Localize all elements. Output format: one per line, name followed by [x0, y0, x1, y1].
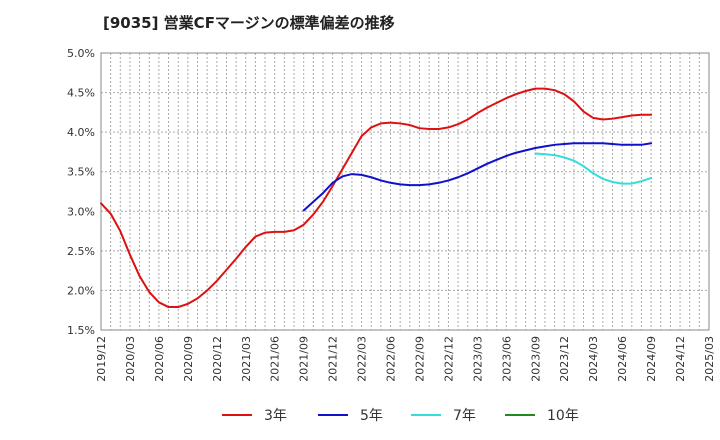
series-line-0	[100, 87, 653, 309]
x-tick-label: 2020/03	[124, 336, 137, 382]
y-tick-label: 1.5%	[67, 324, 95, 337]
x-tick-label: 2019/12	[95, 336, 108, 382]
x-tick-label: 2021/12	[327, 336, 340, 382]
y-tick-label: 4.5%	[67, 87, 95, 100]
series-line-2	[534, 152, 653, 185]
y-tick-label: 2.0%	[67, 284, 95, 297]
x-tick-label: 2025/03	[703, 336, 716, 382]
x-tick-label: 2020/09	[182, 336, 195, 382]
legend: 3年 5年 7年 10年	[222, 408, 579, 424]
legend-label-2: 7年	[453, 408, 476, 424]
y-axis: 1.5% 2.0% 2.5% 3.0% 3.5% 4.0% 4.5% 5.0%	[67, 47, 95, 337]
y-tick-label: 5.0%	[67, 47, 95, 60]
series-line-1	[302, 142, 653, 212]
x-tick-label: 2020/12	[211, 336, 224, 382]
x-tick-label: 2021/03	[240, 336, 253, 382]
plot-background	[101, 53, 709, 330]
x-tick-label: 2024/09	[645, 336, 658, 382]
x-tick-label: 2021/06	[269, 336, 282, 382]
chart-title: [9035] 営業CFマージンの標準偏差の推移	[103, 14, 395, 32]
x-tick-label: 2021/09	[298, 336, 311, 382]
y-tick-label: 4.0%	[67, 126, 95, 139]
x-axis: 2019/12 2020/03 2020/06 2020/09 2020/12 2021/…	[95, 336, 716, 382]
legend-label-3: 10年	[547, 408, 579, 424]
y-tick-label: 3.5%	[67, 166, 95, 179]
x-tick-label: 2023/06	[500, 336, 513, 382]
x-tick-label: 2024/12	[674, 336, 687, 382]
y-tick-label: 2.5%	[67, 245, 95, 258]
legend-label-1: 5年	[360, 408, 383, 424]
legend-label-0: 3年	[264, 408, 287, 424]
x-tick-label: 2022/03	[356, 336, 369, 382]
x-tick-label: 2024/03	[587, 336, 600, 382]
x-tick-label: 2020/06	[153, 336, 166, 382]
x-tick-label: 2023/03	[471, 336, 484, 382]
x-tick-label: 2022/12	[442, 336, 455, 382]
x-tick-label: 2023/09	[529, 336, 542, 382]
y-tick-label: 3.0%	[67, 205, 95, 218]
x-tick-label: 2024/06	[616, 336, 629, 382]
plot-frame	[100, 52, 710, 331]
series-lines	[100, 87, 653, 309]
x-tick-label: 2023/12	[558, 336, 571, 382]
x-tick-label: 2022/09	[413, 336, 426, 382]
x-tick-label: 2022/06	[385, 336, 398, 382]
